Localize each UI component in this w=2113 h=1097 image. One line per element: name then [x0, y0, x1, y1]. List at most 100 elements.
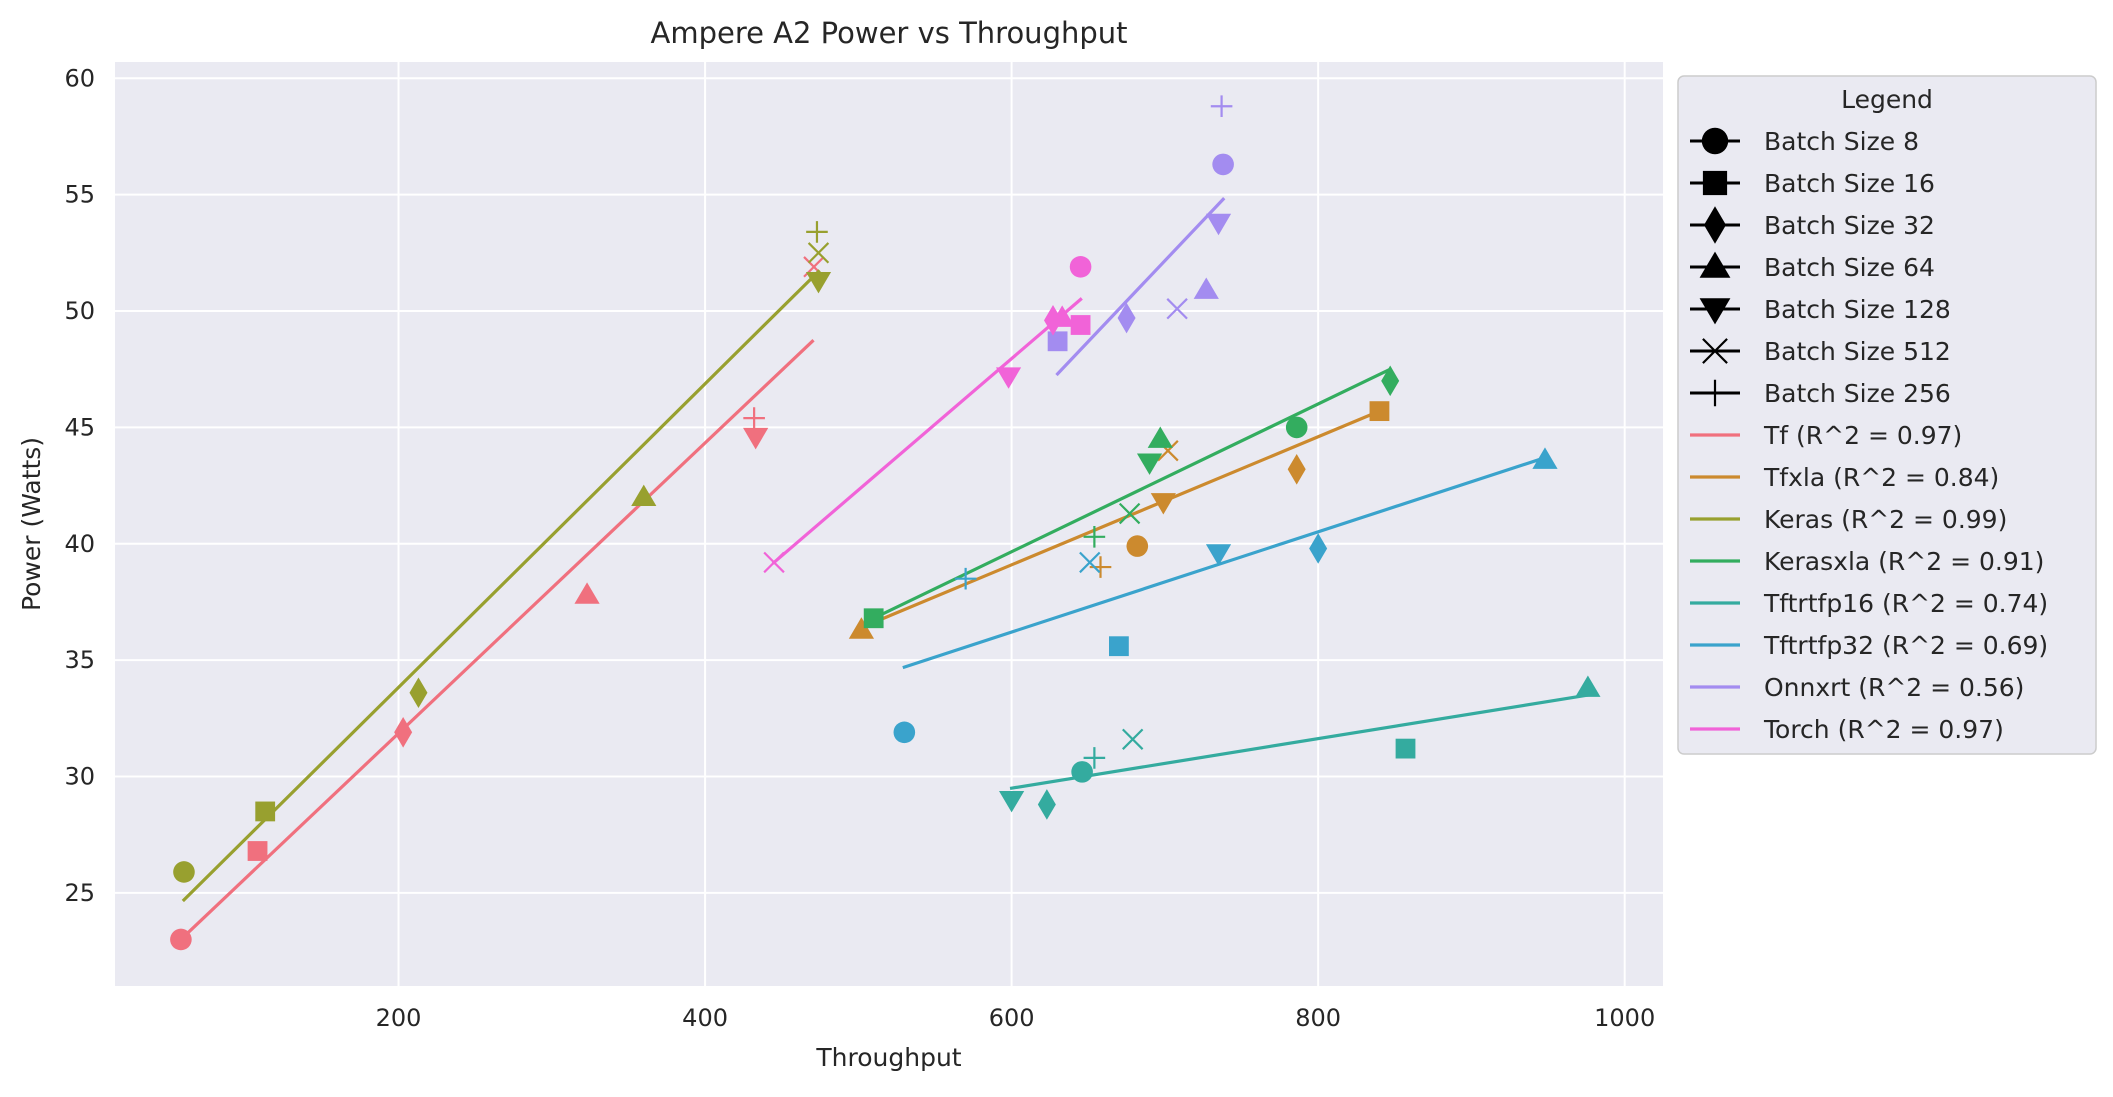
legend-marker-triangle-up — [1699, 251, 1731, 278]
data-point-plus — [954, 567, 977, 590]
x-tick-label: 1000 — [1594, 1004, 1655, 1032]
legend-label: Batch Size 64 — [1764, 253, 1935, 282]
data-point-plus — [743, 407, 765, 429]
data-point-x — [763, 551, 785, 574]
x-tick-label: 800 — [1295, 1004, 1341, 1032]
data-point-circle — [1126, 535, 1149, 557]
data-point-square — [255, 801, 276, 822]
data-point-plus — [1083, 526, 1106, 548]
legend-entry: Onnxrt (R^2 = 0.56) — [1690, 673, 2024, 702]
legend-marker-x — [1702, 338, 1728, 364]
x-tick-label: 200 — [376, 1004, 422, 1032]
data-point-diamond — [1309, 533, 1328, 564]
chart-title: Ampere A2 Power vs Throughput — [650, 16, 1127, 50]
y-tick-label: 30 — [64, 763, 95, 791]
legend-label: Batch Size 128 — [1764, 295, 1951, 324]
y-tick-label: 40 — [64, 530, 95, 558]
legend-label: Kerasxla (R^2 = 0.91) — [1764, 547, 2044, 576]
data-point-circle — [1071, 761, 1093, 783]
y-tick-label: 60 — [64, 64, 95, 92]
legend-marker-circle — [1701, 127, 1729, 155]
legend-label: Tftrtfp32 (R^2 = 0.69) — [1763, 631, 2048, 660]
legend-label: Batch Size 8 — [1764, 127, 1919, 156]
data-point-square — [1109, 636, 1129, 657]
data-point-circle — [1069, 256, 1092, 278]
legend-box — [1677, 75, 2097, 755]
data-point-plus — [806, 221, 828, 243]
data-point-diamond — [1037, 789, 1056, 820]
data-point-circle — [1285, 416, 1308, 439]
series-3 — [863, 365, 1400, 629]
legend-label: Tftrtfp16 (R^2 = 0.74) — [1763, 589, 2048, 618]
fit-line — [871, 367, 1393, 621]
data-point-x — [1166, 298, 1188, 320]
legend-title: Legend — [1841, 85, 1933, 114]
data-point-diamond — [1043, 305, 1062, 336]
data-point-circle — [170, 928, 192, 951]
series-0 — [170, 256, 825, 951]
legend-label: Batch Size 16 — [1764, 169, 1935, 198]
y-tick-label: 50 — [64, 297, 95, 325]
data-point-plus — [1210, 95, 1233, 118]
data-point-diamond — [394, 717, 413, 748]
legend-label: Onnxrt (R^2 = 0.56) — [1764, 673, 2024, 702]
data-point-square — [1047, 331, 1068, 352]
data-point-plus — [1083, 747, 1106, 769]
x-tick-label: 600 — [989, 1004, 1035, 1032]
fit-line — [178, 339, 815, 942]
legend-marker-triangle-down — [1699, 298, 1731, 325]
legend-entry: Tfxla (R^2 = 0.84) — [1690, 463, 1999, 492]
plot-area — [115, 62, 1663, 986]
legend: Legend Batch Size 8 Batch Size 16 Batch Siz… — [1677, 75, 2097, 755]
data-point-triangle-down — [743, 427, 769, 450]
legend-label: Keras (R^2 = 0.99) — [1764, 505, 2007, 534]
series-1 — [848, 401, 1390, 639]
data-point-triangle-up — [631, 484, 657, 507]
data-point-circle — [173, 861, 195, 883]
x-tick-label: 400 — [682, 1004, 728, 1032]
legend-entry: Tftrtfp32 (R^2 = 0.69) — [1690, 631, 2048, 660]
data-point-triangle-down — [1136, 453, 1163, 475]
legend-entry: Batch Size 8 — [1690, 127, 1919, 156]
fit-line — [1009, 693, 1590, 791]
legend-entry: Kerasxla (R^2 = 0.91) — [1690, 547, 2044, 576]
data-point-diamond — [1381, 365, 1400, 397]
data-point-triangle-up — [574, 582, 600, 604]
data-point-diamond — [409, 677, 428, 709]
data-point-triangle-down — [1205, 544, 1232, 566]
data-point-triangle-up — [1049, 305, 1075, 327]
data-point-triangle-up — [1147, 426, 1173, 448]
legend-label: Tf (R^2 = 0.97) — [1763, 421, 1962, 450]
legend-entry: Tf (R^2 = 0.97) — [1690, 421, 1962, 450]
data-point-triangle-down — [1205, 213, 1232, 236]
legend-label: Tfxla (R^2 = 0.84) — [1763, 463, 1999, 492]
data-point-triangle-down — [999, 790, 1025, 813]
series-7 — [763, 256, 1092, 574]
data-point-square — [1395, 738, 1416, 759]
data-point-square — [1070, 315, 1091, 335]
data-point-triangle-up — [1575, 675, 1601, 697]
legend-marker-square — [1702, 170, 1728, 196]
y-tick-label: 45 — [64, 413, 95, 441]
data-point-circle — [893, 721, 916, 744]
data-point-x — [807, 242, 830, 264]
legend-label: Batch Size 256 — [1764, 379, 1951, 408]
data-point-x — [1118, 502, 1141, 525]
y-tick-label: 55 — [64, 181, 95, 209]
legend-entry: Keras (R^2 = 0.99) — [1690, 505, 2007, 534]
data-point-triangle-up — [1193, 277, 1219, 299]
fit-line — [902, 455, 1548, 670]
legend-label: Batch Size 512 — [1764, 337, 1951, 366]
data-point-triangle-down — [1150, 493, 1176, 515]
data-point-square — [1369, 401, 1390, 422]
fit-line — [859, 409, 1382, 630]
fit-line — [771, 297, 1083, 565]
legend-marker-plus — [1701, 379, 1729, 407]
data-point-square — [863, 608, 884, 629]
data-point-circle — [1212, 153, 1234, 176]
data-point-diamond — [1287, 454, 1306, 485]
series-5 — [893, 447, 1558, 744]
y-tick-label: 25 — [64, 879, 95, 907]
